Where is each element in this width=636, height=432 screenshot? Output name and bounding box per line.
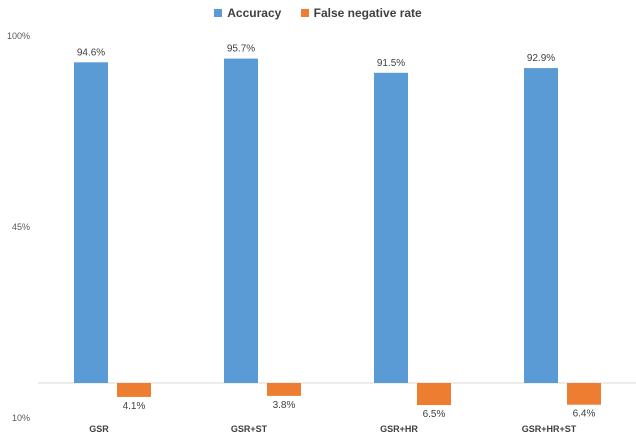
- bar-false-negative-rate-gsr: [117, 383, 151, 397]
- legend-item-false-negative-rate: False negative rate: [300, 6, 422, 20]
- bar-accuracy-gsr-st: [224, 58, 258, 384]
- data-label-false-negative-rate-gsr: 4.1%: [123, 401, 146, 412]
- y-tick-label-100: 100%: [7, 31, 30, 41]
- bar-accuracy-gsr-hr: [374, 72, 408, 383]
- data-label-accuracy-gsr-hr-st: 92.9%: [527, 53, 555, 64]
- x-tick-label-gsr-hr: GSR+HR: [380, 424, 418, 432]
- data-label-accuracy-gsr-st: 95.7%: [227, 44, 255, 55]
- y-tick-label-45: 45%: [12, 222, 30, 232]
- data-label-false-negative-rate-gsr-hr-st: 6.4%: [573, 409, 596, 420]
- legend-swatch-false-negative-rate: [300, 9, 309, 17]
- chart-legend: Accuracy False negative rate: [0, 6, 636, 20]
- y-tick-label-10: 10%: [12, 413, 30, 423]
- data-label-false-negative-rate-gsr-hr: 6.5%: [423, 409, 446, 420]
- data-label-false-negative-rate-gsr-st: 3.8%: [273, 400, 296, 411]
- x-tick-label-gsr-st: GSR+ST: [231, 424, 268, 432]
- data-label-accuracy-gsr: 94.6%: [77, 47, 105, 58]
- legend-swatch-accuracy: [214, 9, 223, 17]
- bar-false-negative-rate-gsr-hr: [417, 383, 451, 406]
- x-tick-label-gsr-hr-st: GSR+HR+ST: [522, 424, 577, 432]
- bar-accuracy-gsr-hr-st: [524, 68, 558, 383]
- bar-false-negative-rate-gsr-hr-st: [567, 383, 601, 405]
- data-label-accuracy-gsr-hr: 91.5%: [377, 58, 405, 69]
- legend-label-false-negative-rate: False negative rate: [313, 6, 422, 20]
- legend-item-accuracy: Accuracy: [214, 6, 281, 20]
- bar-accuracy-gsr: [74, 62, 108, 383]
- legend-label-accuracy: Accuracy: [227, 6, 282, 20]
- x-tick-label-gsr: GSR: [89, 424, 109, 432]
- bar-false-negative-rate-gsr-st: [267, 383, 301, 396]
